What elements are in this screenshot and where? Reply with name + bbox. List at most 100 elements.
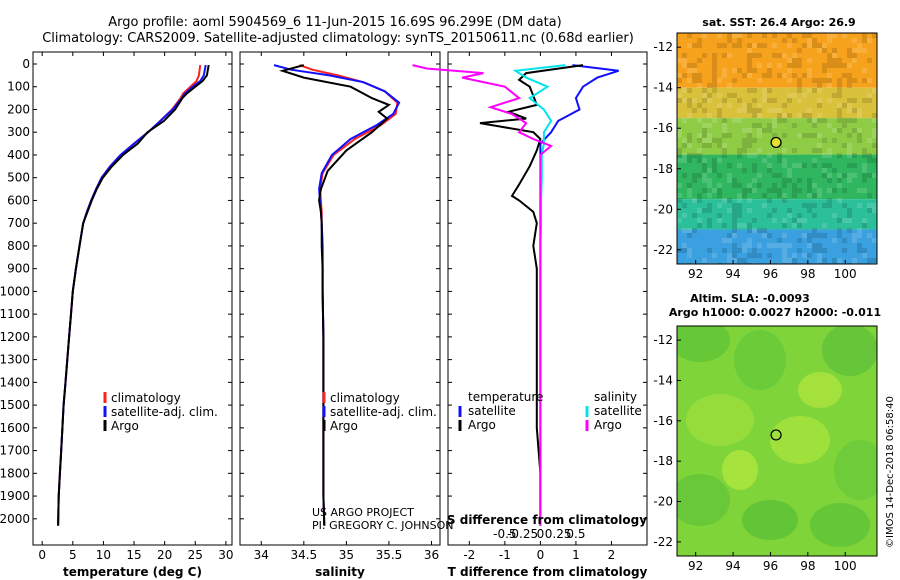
sst-map-pixel [687, 253, 692, 258]
sst-map-pixel [827, 53, 832, 58]
sst-map-pixel [712, 68, 717, 73]
sst-map-pixel [847, 48, 852, 53]
sst-map-pixel [787, 113, 792, 118]
sla-map-anomaly-blob [770, 416, 830, 464]
sla-map-lat-label: -22 [653, 535, 673, 549]
sst-map-pixel [847, 178, 852, 183]
sst-map-pixel [817, 78, 822, 83]
sst-map-pixel [777, 113, 782, 118]
sst-map-pixel [847, 63, 852, 68]
sst-map-pixel [797, 188, 802, 193]
sst-map-pixel [682, 138, 687, 143]
sla-map-anomaly-blob [677, 326, 730, 362]
sst-map-pixel [722, 198, 727, 203]
sst-map-pixel [732, 248, 737, 253]
sst-map-lon-label: 98 [800, 267, 815, 281]
sst-map-pixel [707, 248, 712, 253]
sst-map-pixel [692, 73, 697, 78]
sst-map-pixel [712, 58, 717, 63]
sst-map-pixel [822, 153, 827, 158]
sst-map-pixel [812, 158, 817, 163]
salinity-diff-axis-title: S difference from climatology [447, 513, 647, 527]
sst-map-pixel [762, 233, 767, 238]
sst-map-pixel [857, 243, 862, 248]
sst-map-pixel [697, 198, 702, 203]
sst-map-pixel [687, 98, 692, 103]
sst-map-pixel [752, 253, 757, 258]
sst-map-pixel [727, 253, 732, 258]
sst-map-pixel [847, 153, 852, 158]
sst-map-pixel [717, 143, 722, 148]
sst-map-pixel [747, 33, 752, 38]
sst-map-pixel [712, 138, 717, 143]
sst-map-pixel [737, 43, 742, 48]
sst-map-pixel [842, 248, 847, 253]
sst-map-pixel [727, 238, 732, 243]
sst-map-pixel [682, 53, 687, 58]
sst-map-pixel [847, 53, 852, 58]
sla-map-lon-label: 100 [834, 559, 857, 573]
sst-map-pixel [867, 153, 872, 158]
depth-tick-label: 1400 [0, 375, 30, 389]
sst-map-pixel [687, 248, 692, 253]
sst-map-pixel [767, 233, 772, 238]
sst-map-lon-label: 92 [688, 267, 703, 281]
sst-map-pixel [687, 133, 692, 138]
sst-map-pixel [702, 98, 707, 103]
sst-map-pixel [812, 123, 817, 128]
sst-map-pixel [687, 138, 692, 143]
sst-map-pixel [782, 243, 787, 248]
sst-map-pixel [687, 68, 692, 73]
sst-map-pixel [867, 158, 872, 163]
sst-map-pixel [787, 98, 792, 103]
sst-map-pixel [707, 143, 712, 148]
temperature-legend-label: Argo [111, 419, 139, 433]
sst-map-pixel [792, 63, 797, 68]
sst-map-pixel [807, 183, 812, 188]
sst-map-pixel [737, 98, 742, 103]
depth-tick-label: 1200 [0, 330, 30, 344]
sst-map-pixel [697, 173, 702, 178]
sst-map-lon-label: 94 [725, 267, 740, 281]
salinity-xlabel: salinity [315, 565, 365, 579]
sst-map-pixel [832, 238, 837, 243]
sst-map-pixel [777, 53, 782, 58]
sst-map-pixel [727, 233, 732, 238]
sst-map-pixel [822, 233, 827, 238]
sst-map-pixel [712, 78, 717, 83]
sst-map-pixel [872, 88, 877, 93]
sst-map-pixel [767, 253, 772, 258]
sst-map-pixel [752, 138, 757, 143]
sst-map-pixel [757, 113, 762, 118]
sst-map-pixel [762, 158, 767, 163]
sst-map-pixel [852, 258, 857, 263]
sst-map-pixel [762, 193, 767, 198]
sst-map-pixel [762, 43, 767, 48]
sst-map-pixel [812, 38, 817, 43]
sst-map-pixel [837, 153, 842, 158]
sst-map-pixel [852, 153, 857, 158]
sst-map-pixel [732, 208, 737, 213]
sst-map-pixel [832, 63, 837, 68]
sst-map-pixel [682, 213, 687, 218]
sst-map-pixel [817, 253, 822, 258]
sst-map-pixel [702, 123, 707, 128]
depth-tick-label: 1900 [0, 489, 30, 503]
sst-map-pixel [692, 173, 697, 178]
sla-map-anomaly-blob [677, 474, 730, 526]
sla-map-anomaly-blob [722, 450, 758, 490]
sst-map-pixel [782, 38, 787, 43]
sst-map-pixel [737, 153, 742, 158]
sst-map-pixel [812, 43, 817, 48]
sst-map-pixel [787, 63, 792, 68]
temperature-xtick-label: 30 [218, 548, 233, 562]
sst-map-pixel [802, 253, 807, 258]
sst-map-pixel [757, 108, 762, 113]
sst-map-pixel [857, 188, 862, 193]
sla-map-anomaly-blob [822, 326, 877, 376]
sst-map-pixel [822, 138, 827, 143]
salinity-diff-tick-label: 0.5 [566, 527, 585, 541]
sst-map-pixel [842, 118, 847, 123]
sst-map-pixel [747, 153, 752, 158]
